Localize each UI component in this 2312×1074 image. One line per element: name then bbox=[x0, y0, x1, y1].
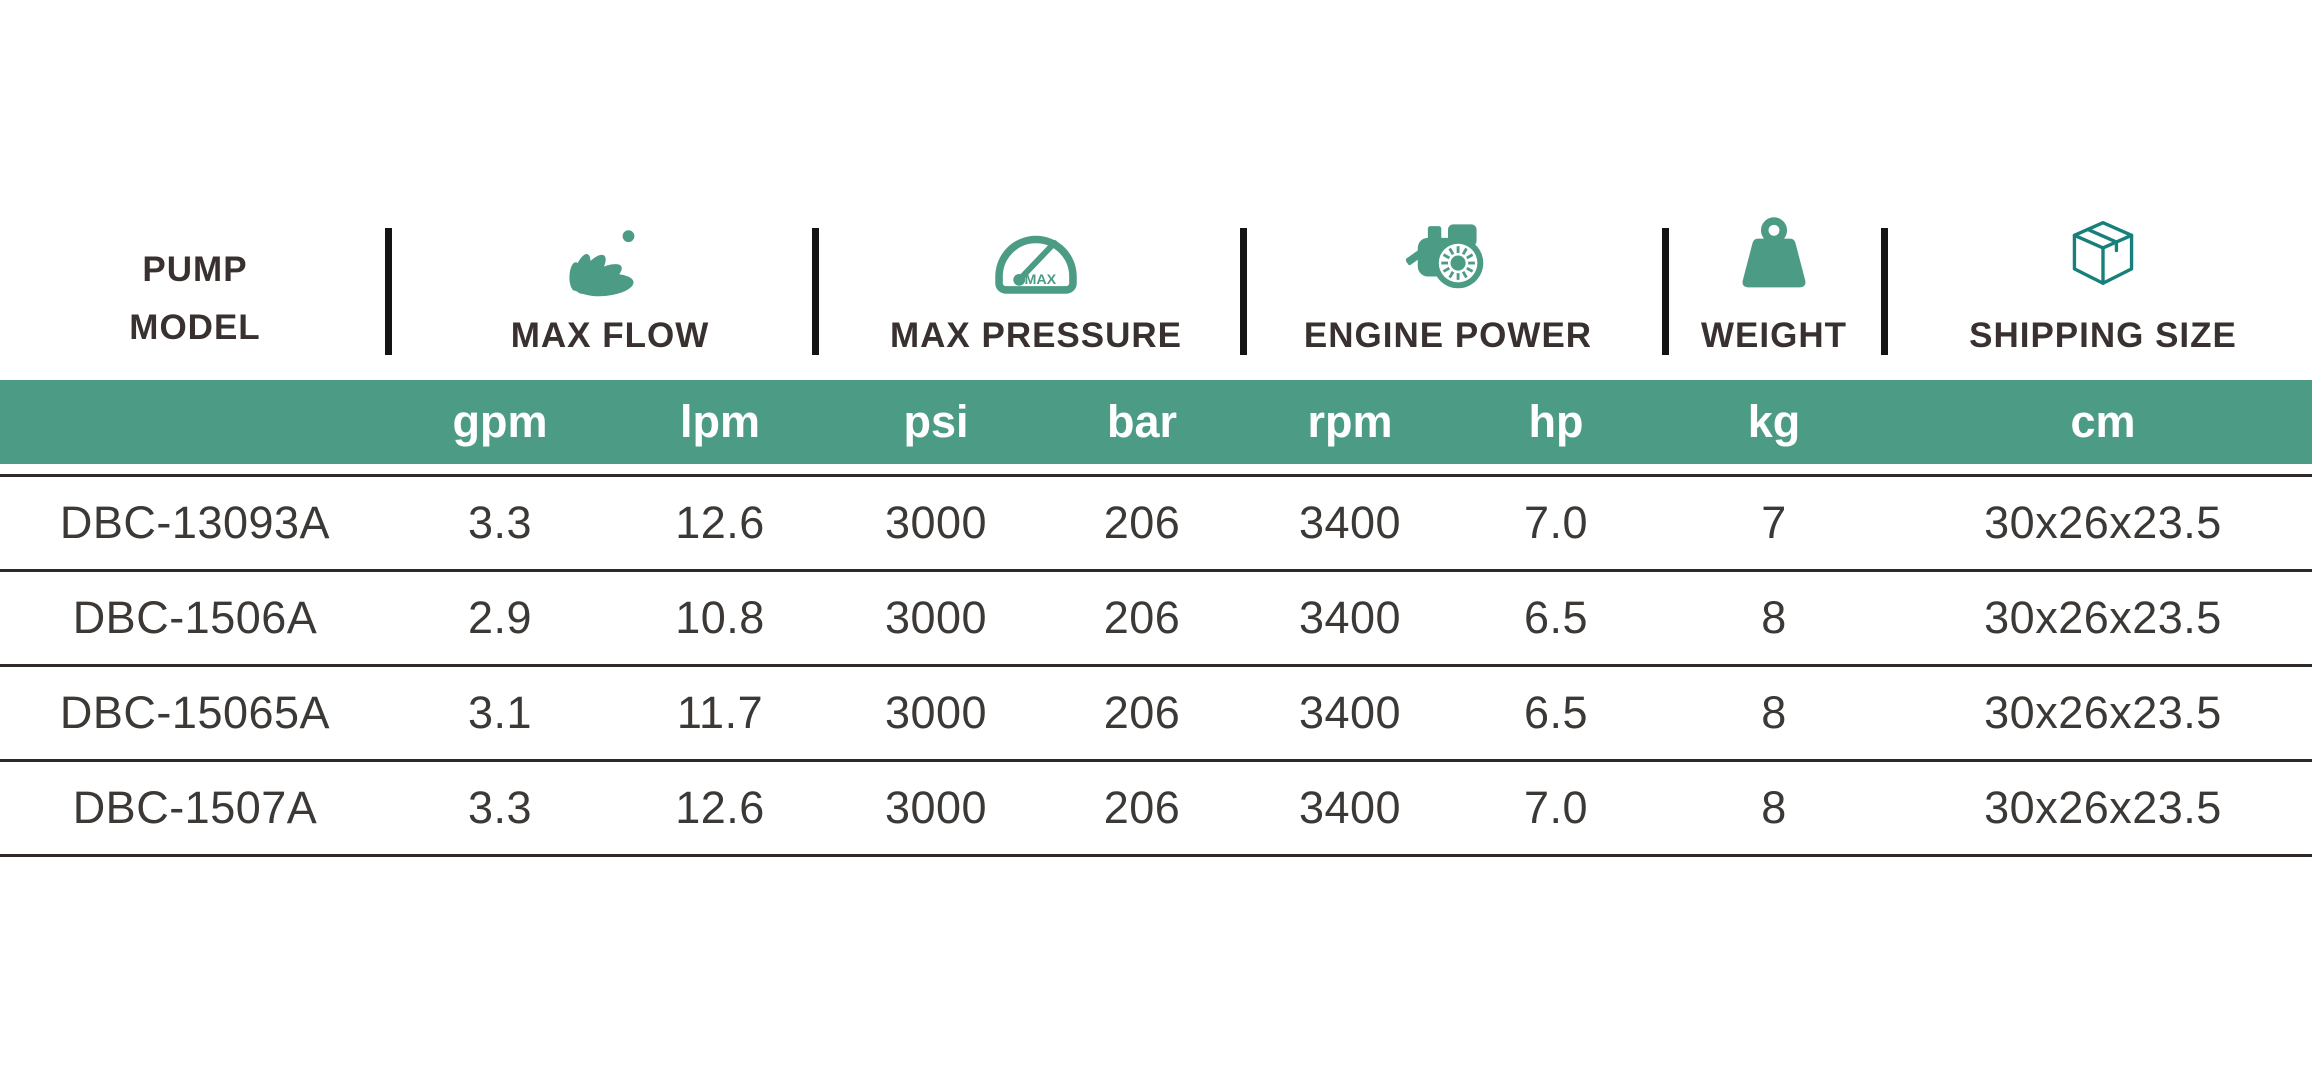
cell-kg: 8 bbox=[1761, 782, 1787, 833]
shipping-size-label: SHIPPING SIZE bbox=[1969, 315, 2237, 355]
header-group-max-flow: MAX FLOW bbox=[390, 208, 830, 356]
pump-model-label-line2: MODEL bbox=[129, 307, 261, 347]
header-group-weight: WEIGHT bbox=[1654, 208, 1894, 356]
cell-kg: 7 bbox=[1761, 497, 1787, 548]
table-row: DBC-13093A 3.3 12.6 3000 206 3400 7.0 7 … bbox=[0, 477, 2312, 572]
shipping-box-icon bbox=[2072, 220, 2134, 285]
unit-cm: cm bbox=[2070, 396, 2136, 447]
gauge-max-text: MAX bbox=[1024, 272, 1056, 288]
cell-psi: 3000 bbox=[884, 592, 988, 643]
cell-cm: 30x26x23.5 bbox=[1984, 687, 2222, 738]
cell-hp: 7.0 bbox=[1523, 497, 1589, 548]
engine-power-label: ENGINE POWER bbox=[1303, 315, 1593, 355]
cell-model: DBC-1506A bbox=[72, 592, 318, 643]
cell-rpm: 3400 bbox=[1298, 687, 1402, 738]
cell-bar: 206 bbox=[1103, 592, 1181, 643]
max-flow-label: MAX FLOW bbox=[510, 315, 710, 355]
cell-model: DBC-15065A bbox=[59, 687, 331, 738]
header-divider-bar bbox=[1662, 228, 1669, 355]
cell-hp: 7.0 bbox=[1523, 782, 1589, 833]
cell-model: DBC-1507A bbox=[72, 782, 318, 833]
header-group-engine-power: ENGINE POWER bbox=[1242, 208, 1654, 356]
unit-kg: kg bbox=[1747, 396, 1801, 447]
cell-model: DBC-13093A bbox=[59, 497, 331, 548]
table-row: DBC-15065A 3.1 11.7 3000 206 3400 6.5 8 … bbox=[0, 667, 2312, 762]
header-divider-bar bbox=[385, 228, 392, 355]
water-splash-icon bbox=[569, 230, 635, 297]
cell-psi: 3000 bbox=[884, 782, 988, 833]
header-divider-bar bbox=[1240, 228, 1247, 355]
cell-psi: 3000 bbox=[884, 497, 988, 548]
pressure-gauge-icon: MAX bbox=[995, 235, 1077, 294]
header-group-pump-model: PUMP MODEL bbox=[0, 208, 390, 356]
header-group-shipping-size: SHIPPING SIZE bbox=[1894, 208, 2312, 356]
unit-lpm: lpm bbox=[679, 396, 760, 447]
cell-hp: 6.5 bbox=[1523, 687, 1589, 738]
cell-kg: 8 bbox=[1761, 687, 1787, 738]
unit-gpm: gpm bbox=[452, 396, 548, 447]
header-divider-bar bbox=[812, 228, 819, 355]
cell-kg: 8 bbox=[1761, 592, 1787, 643]
cell-cm: 30x26x23.5 bbox=[1984, 497, 2222, 548]
cell-gpm: 3.1 bbox=[467, 687, 533, 738]
cell-cm: 30x26x23.5 bbox=[1984, 592, 2222, 643]
cell-rpm: 3400 bbox=[1298, 592, 1402, 643]
cell-gpm: 2.9 bbox=[467, 592, 533, 643]
cell-gpm: 3.3 bbox=[467, 782, 533, 833]
units-row: gpm lpm psi bar rpm hp kg cm bbox=[0, 380, 2312, 464]
cell-psi: 3000 bbox=[884, 687, 988, 738]
weight-icon bbox=[1742, 217, 1806, 288]
cell-lpm: 12.6 bbox=[675, 497, 765, 548]
cell-hp: 6.5 bbox=[1523, 592, 1589, 643]
weight-label: WEIGHT bbox=[1701, 315, 1847, 355]
pump-model-label-line1: PUMP bbox=[142, 250, 248, 290]
header-group-max-pressure: MAX MAX PRESSURE bbox=[830, 208, 1242, 356]
table-row: DBC-1507A 3.3 12.6 3000 206 3400 7.0 8 3… bbox=[0, 762, 2312, 857]
cell-cm: 30x26x23.5 bbox=[1984, 782, 2222, 833]
cell-bar: 206 bbox=[1103, 687, 1181, 738]
cell-lpm: 12.6 bbox=[675, 782, 765, 833]
header-divider-bar bbox=[1881, 228, 1888, 355]
cell-lpm: 11.7 bbox=[676, 687, 764, 738]
table-row: DBC-1506A 2.9 10.8 3000 206 3400 6.5 8 3… bbox=[0, 572, 2312, 667]
cell-lpm: 10.8 bbox=[675, 592, 765, 643]
cell-rpm: 3400 bbox=[1298, 497, 1402, 548]
table-body: DBC-13093A 3.3 12.6 3000 206 3400 7.0 7 … bbox=[0, 474, 2312, 857]
cell-rpm: 3400 bbox=[1298, 782, 1402, 833]
unit-bar: bar bbox=[1106, 396, 1178, 447]
unit-hp: hp bbox=[1528, 396, 1584, 447]
unit-rpm: rpm bbox=[1307, 396, 1393, 447]
unit-psi: psi bbox=[903, 396, 969, 447]
engine-icon bbox=[1406, 224, 1484, 288]
cell-gpm: 3.3 bbox=[467, 497, 533, 548]
cell-bar: 206 bbox=[1103, 782, 1181, 833]
max-pressure-label: MAX PRESSURE bbox=[889, 315, 1183, 355]
cell-bar: 206 bbox=[1103, 497, 1181, 548]
